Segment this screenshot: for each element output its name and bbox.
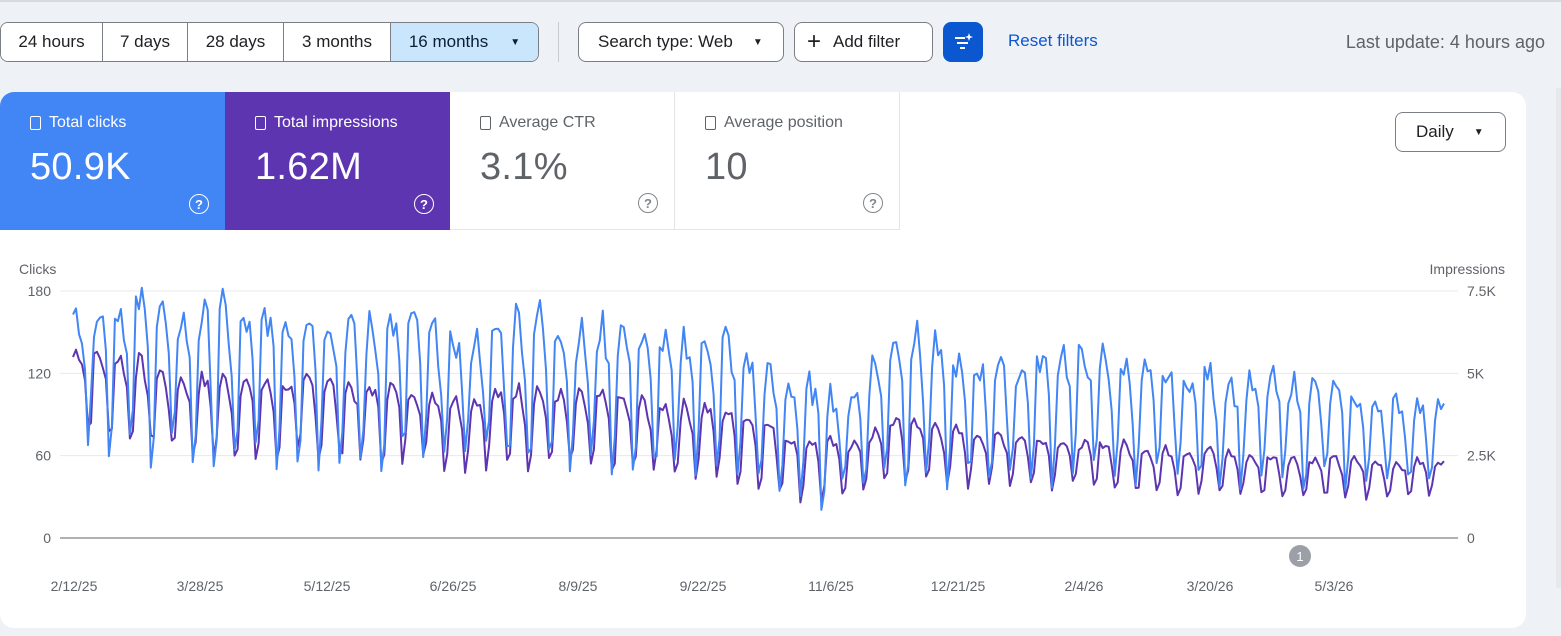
x-tick-label: 5/12/25 [304, 578, 351, 594]
range-24-hours[interactable]: 24 hours [1, 23, 103, 61]
performance-card: Total clicks 50.9K ? Total impressions 1… [0, 92, 1526, 628]
x-tick-label: 11/6/25 [808, 578, 854, 594]
reset-filters-link[interactable]: Reset filters [1008, 31, 1098, 50]
metric-value: 10 [705, 146, 748, 188]
toolbar-divider [558, 22, 559, 62]
x-tick-label: 3/20/26 [1187, 578, 1234, 594]
range-28-days[interactable]: 28 days [188, 23, 284, 61]
plus-icon: + [807, 28, 822, 55]
annotation-label: 1 [1296, 549, 1303, 564]
checkbox-icon [705, 116, 716, 130]
metric-total-impressions[interactable]: Total impressions 1.62M ? [225, 92, 450, 230]
date-range-selector: 24 hours 7 days 28 days 3 months 16 mont… [0, 22, 539, 62]
range-label: 7 days [119, 32, 171, 51]
metric-label: Average CTR [499, 114, 596, 131]
range-label: 3 months [302, 32, 372, 51]
range-7-days[interactable]: 7 days [103, 23, 188, 61]
search-type-label: Search type: Web [598, 32, 733, 51]
metric-label: Average position [724, 114, 843, 131]
last-update-text: Last update: 4 hours ago [1345, 32, 1545, 52]
x-tick-label: 2/12/25 [51, 578, 98, 594]
left-axis-title: Clicks [19, 261, 56, 277]
filter-sparkle-icon [955, 33, 973, 49]
range-16-months[interactable]: 16 months ▼ [391, 23, 538, 61]
range-3-months[interactable]: 3 months [284, 23, 391, 61]
metric-value: 50.9K [30, 146, 131, 188]
metric-average-ctr[interactable]: Average CTR 3.1% ? [450, 92, 675, 230]
left-tick-label: 180 [28, 283, 52, 299]
add-filter-label: Add filter [833, 32, 901, 51]
checkbox-icon [480, 116, 491, 130]
x-tick-label: 8/9/25 [559, 578, 598, 594]
metric-total-clicks[interactable]: Total clicks 50.9K ? [0, 92, 225, 230]
caret-down-icon: ▼ [510, 36, 521, 48]
caret-down-icon: ▼ [752, 36, 763, 48]
metric-value: 1.62M [255, 146, 363, 188]
caret-down-icon: ▼ [1473, 126, 1484, 138]
help-icon[interactable]: ? [414, 194, 434, 214]
filter-settings-button[interactable] [943, 22, 983, 62]
checkbox-icon [255, 116, 266, 130]
metric-value: 3.1% [480, 146, 568, 188]
search-type-dropdown[interactable]: Search type: Web ▼ [578, 22, 784, 62]
help-icon[interactable]: ? [638, 193, 658, 213]
x-tick-label: 12/21/25 [931, 578, 986, 594]
right-tick-label: 7.5K [1467, 283, 1496, 299]
top-border [0, 0, 1561, 2]
left-tick-label: 60 [35, 448, 51, 464]
right-axis-title: Impressions [1430, 261, 1505, 277]
range-label: 16 months [408, 32, 489, 51]
metric-label: Total clicks [49, 114, 127, 131]
clicks-line [72, 286, 1445, 511]
right-tick-label: 0 [1467, 530, 1475, 546]
right-tick-label: 2.5K [1467, 448, 1496, 464]
x-tick-label: 3/28/25 [177, 578, 224, 594]
annotation-marker[interactable] [1289, 545, 1311, 567]
checkbox-icon [30, 116, 41, 130]
left-tick-label: 120 [28, 365, 52, 381]
x-tick-label: 6/26/25 [430, 578, 477, 594]
range-label: 24 hours [18, 32, 85, 51]
help-icon[interactable]: ? [189, 194, 209, 214]
x-tick-label: 9/22/25 [680, 578, 727, 594]
x-tick-label: 5/3/26 [1315, 578, 1354, 594]
granularity-label: Daily [1416, 122, 1454, 141]
right-tick-label: 5K [1467, 365, 1485, 381]
metric-label: Total impressions [274, 114, 398, 131]
x-tick-label: 2/4/26 [1065, 578, 1104, 594]
metric-average-position[interactable]: Average position 10 ? [675, 92, 900, 230]
left-tick-label: 0 [43, 530, 51, 546]
help-icon[interactable]: ? [863, 193, 883, 213]
toolbar: 24 hours 7 days 28 days 3 months 16 mont… [0, 22, 1561, 62]
scrollbar[interactable] [1556, 88, 1561, 588]
granularity-dropdown[interactable]: Daily ▼ [1395, 112, 1506, 152]
range-label: 28 days [205, 32, 266, 51]
add-filter-button[interactable]: + Add filter [794, 22, 933, 62]
